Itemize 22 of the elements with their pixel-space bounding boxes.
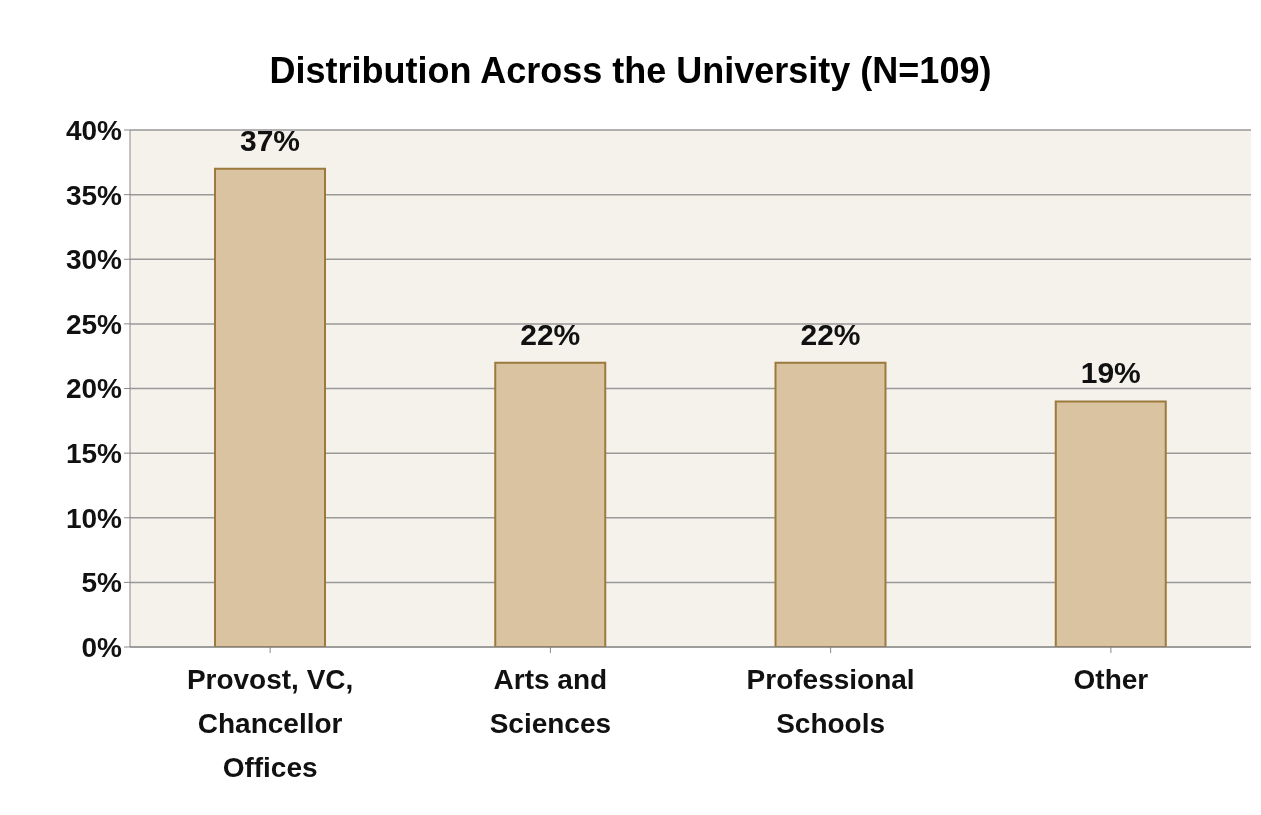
data-label: 37% — [239, 123, 301, 157]
y-tick-label: 20% — [65, 373, 123, 405]
y-tick-label: 25% — [65, 308, 123, 340]
x-tick-label: Arts and Sciences — [489, 664, 612, 739]
x-tick-label: Professional Schools — [746, 664, 915, 739]
y-tick-label: 10% — [65, 502, 123, 534]
y-tick-label: 0% — [81, 631, 123, 663]
bar — [1054, 400, 1167, 647]
data-label: 22% — [520, 317, 581, 351]
y-tick-label: 40% — [65, 114, 123, 146]
bar — [214, 167, 326, 647]
bar — [774, 361, 887, 647]
x-tick-label: Other — [1073, 664, 1149, 695]
data-label: 22% — [800, 317, 861, 351]
y-tick-label: 35% — [65, 179, 123, 211]
x-tick-label: Provost, VC, Chancellor Offices — [186, 664, 354, 783]
y-tick-label: 15% — [65, 438, 123, 470]
y-tick-label: 30% — [65, 244, 123, 276]
bar — [494, 361, 607, 647]
y-tick-label: 5% — [81, 567, 123, 599]
chart-title: Distribution Across the University (N=109) — [268, 50, 993, 92]
data-label: 19% — [1080, 356, 1141, 390]
